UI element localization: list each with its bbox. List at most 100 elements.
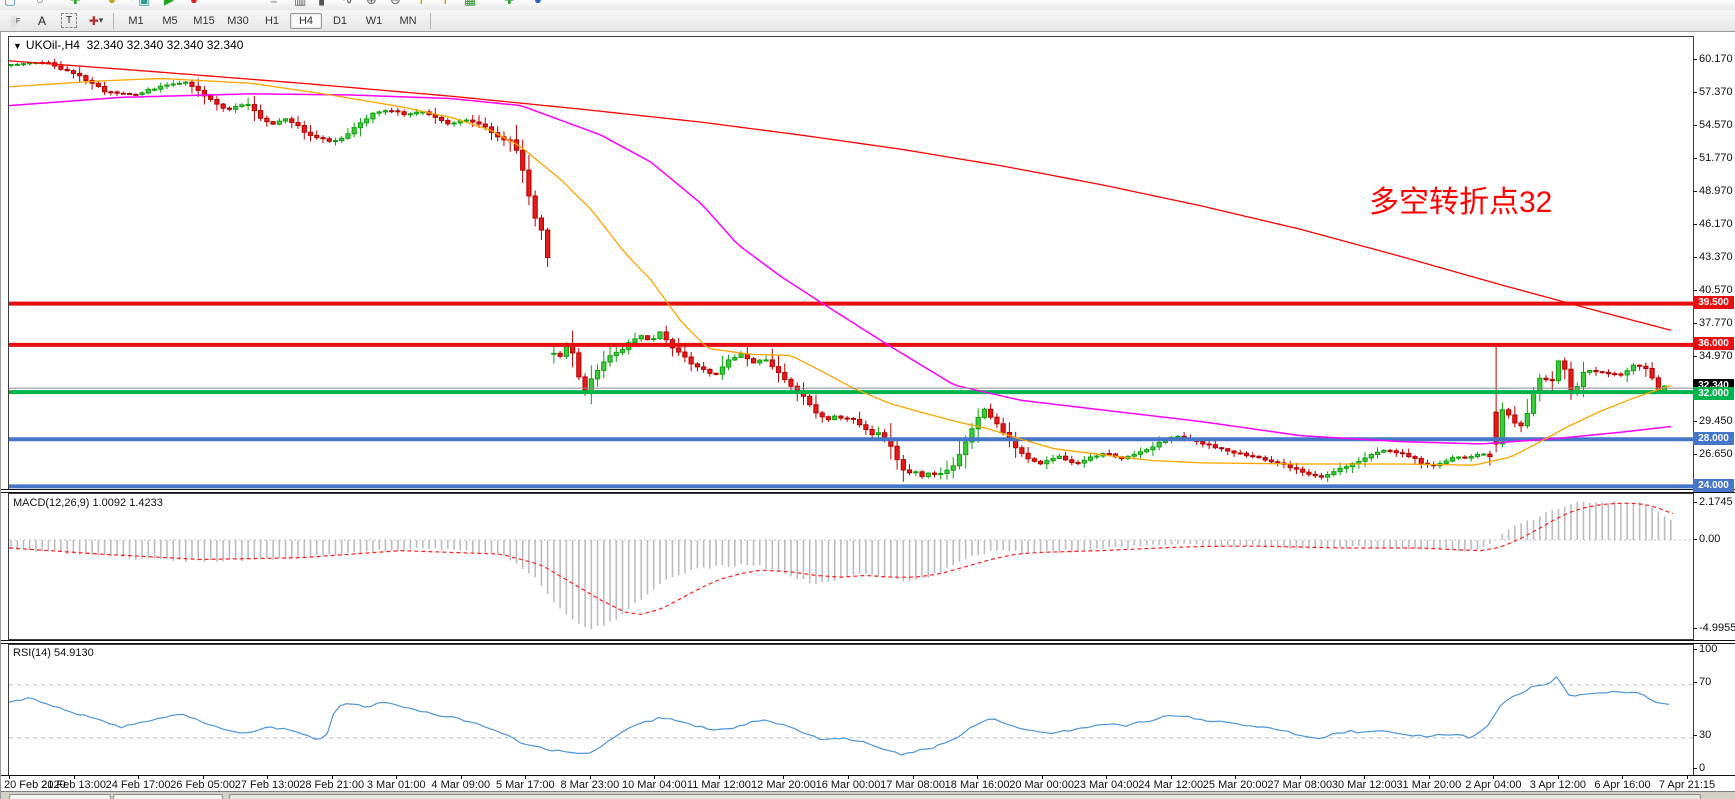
time-tick-label: 12 Mar 20:00: [751, 779, 816, 791]
pane-splitter[interactable]: [1, 640, 1735, 644]
time-tick: [1106, 776, 1108, 779]
time-tick-label: 20 Mar 00:00: [1009, 779, 1075, 791]
ohlc-values: 32.340 32.340 32.340 32.340: [86, 38, 244, 52]
time-tick: [396, 776, 398, 779]
time-tick-label: 3 Mar 01:00: [366, 779, 426, 791]
main-chart-canvas[interactable]: [8, 37, 1693, 489]
time-tick: [1493, 776, 1495, 779]
rsi-pane[interactable]: RSI(14) 54.9130 100 70 30 0: [1, 643, 1735, 776]
stop-icon[interactable]: ●: [190, 0, 198, 7]
price-level-chip: 32.000: [1693, 387, 1734, 400]
timeframe-button-mn[interactable]: MN: [399, 14, 417, 27]
price-tick-label: 57.370: [1693, 86, 1733, 98]
zoom-out-icon[interactable]: ⊖: [390, 0, 401, 7]
crosshair-icon[interactable]: ✛: [416, 0, 427, 7]
timeframe-button-m15[interactable]: M15: [193, 14, 215, 27]
rsi-tick-label: 70: [1693, 676, 1711, 688]
macd-label: MACD(12,26,9) 1.0092 1.4233: [13, 497, 163, 509]
macd-tick-label: 2.1745: [1693, 496, 1733, 508]
chart-annotation-text: 多空转折点32: [1369, 186, 1553, 219]
rsi-canvas[interactable]: [8, 645, 1693, 775]
chart-tab[interactable]: [9, 794, 111, 799]
time-tick: [1687, 776, 1688, 779]
toolbar-separator: [113, 12, 114, 29]
grid-f-label: F: [15, 16, 20, 25]
line-chart-mode-icon[interactable]: ∿: [342, 0, 353, 7]
rsi-label: RSI(14) 54.9130: [13, 647, 94, 659]
price-tick-label: 40.570: [1693, 284, 1733, 296]
chart-tab-area: [229, 794, 1701, 799]
time-tick-label: 10 Mar 04:00: [621, 779, 687, 791]
time-tick: [589, 776, 591, 779]
time-tick-label: 26 Feb 05:00: [170, 779, 236, 791]
timeframe-button-w1[interactable]: W1: [365, 14, 383, 27]
timeframe-button-h1[interactable]: H1: [264, 14, 280, 27]
grid-tool-icon[interactable]: ░ F: [10, 15, 21, 26]
toolbar-row-2: ░ F A T ✚ ▾ M1 M5 M15 M30 H1 H4 D1 W1 MN: [0, 10, 1735, 32]
bar-chart-mode-icon[interactable]: ▥: [294, 0, 306, 7]
chart-tab[interactable]: [113, 794, 223, 799]
time-tick-label: 31 Mar 20:00: [1396, 779, 1462, 791]
time-tick: [848, 776, 849, 779]
price-level-chip: 36.000: [1693, 337, 1734, 350]
autotrade-icon[interactable]: ▶: [164, 0, 174, 7]
time-tick-label: 3 Apr 12:00: [1529, 779, 1587, 791]
macd-canvas[interactable]: [8, 494, 1693, 639]
new-order-icon[interactable]: ▢: [4, 0, 16, 7]
macd-axis: 2.1745 0.00 -4.9955: [1693, 493, 1735, 640]
time-tick: [1428, 776, 1430, 779]
time-tick: [460, 776, 462, 779]
time-tick-label: 7 Apr 21:15: [1658, 779, 1716, 791]
add-indicator-icon[interactable]: ✚: [504, 0, 515, 7]
text-label-icon[interactable]: T: [57, 11, 81, 30]
time-tick: [1557, 776, 1559, 779]
timeframe-button-m5[interactable]: M5: [162, 14, 178, 27]
market-watch-icon[interactable]: ○: [36, 0, 44, 7]
text-annotation-icon[interactable]: A: [37, 13, 46, 28]
time-tick-label: 24 Mar 12:00: [1138, 779, 1204, 791]
macd-pane[interactable]: MACD(12,26,9) 1.0092 1.4233 2.1745 0.00 -4…: [1, 493, 1735, 640]
pane-splitter[interactable]: [1, 489, 1735, 493]
time-tick: [525, 776, 527, 779]
list-icon[interactable]: ≡: [270, 0, 278, 7]
help-icon[interactable]: ●: [534, 0, 542, 7]
price-tick-label: 26.650: [1693, 448, 1733, 460]
main-price-pane[interactable]: ▼ UKOil-,H4 32.340 32.340 32.340 32.340 多…: [1, 32, 1735, 492]
history-icon[interactable]: ●: [108, 0, 116, 7]
arrows-glyph: ✚: [88, 13, 99, 28]
price-tick-label: 34.970: [1693, 350, 1733, 362]
chart-window[interactable]: ▼ UKOil-,H4 32.340 32.340 32.340 32.340 多…: [0, 31, 1735, 799]
tile-windows-icon[interactable]: ▦: [464, 0, 476, 7]
price-axis[interactable]: 60.170 57.370 54.570 51.770 48.970 46.170 43.3…: [1693, 32, 1735, 492]
price-tick-label: 37.770: [1693, 317, 1733, 329]
cursor-icon[interactable]: ✛: [440, 0, 451, 7]
time-tick: [912, 776, 914, 779]
time-tick-label: 30 Mar 12:00: [1331, 779, 1397, 791]
timeframe-button-h4[interactable]: H4: [290, 12, 322, 29]
time-tick: [73, 776, 75, 779]
time-tick-label: 21 Feb 13:00: [41, 779, 106, 791]
price-tick-label: 51.770: [1693, 152, 1733, 164]
time-tick-label: 11 Mar 12:00: [686, 779, 751, 791]
price-tick-label: 46.170: [1693, 218, 1733, 230]
time-tick-label: 24 Feb 17:00: [105, 779, 171, 791]
text-box-glyph: T: [61, 13, 77, 28]
zoom-in-icon[interactable]: ⊕: [366, 0, 377, 7]
timeframe-button-m1[interactable]: M1: [128, 14, 144, 27]
rsi-tick-label: 100: [1693, 643, 1717, 655]
time-tick: [1364, 776, 1366, 779]
time-axis[interactable]: 20 Feb 2020 21 Feb 13:00 24 Feb 17:00 26 Fe…: [1, 775, 1735, 791]
timeframe-button-m30[interactable]: M30: [227, 14, 249, 27]
price-level-chip: 28.000: [1693, 432, 1734, 445]
time-tick-label: 27 Feb 13:00: [234, 779, 300, 791]
time-tick: [331, 776, 333, 779]
symbol-dropdown-icon[interactable]: ▼: [13, 41, 22, 51]
time-tick: [1041, 776, 1043, 779]
time-tick-label: 27 Mar 08:00: [1267, 779, 1333, 791]
new-chart-icon[interactable]: ✚: [70, 0, 81, 7]
candle-chart-mode-icon[interactable]: ▮: [318, 0, 325, 7]
timeframe-button-d1[interactable]: D1: [332, 14, 348, 27]
arrows-tool-icon[interactable]: ✚ ▾: [84, 11, 108, 30]
terminal-icon[interactable]: ▣: [138, 0, 150, 7]
rsi-tick-label: 0: [1693, 762, 1705, 774]
